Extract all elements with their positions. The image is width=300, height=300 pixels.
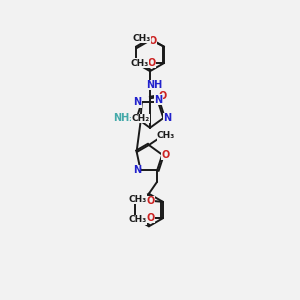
Text: CH₃: CH₃ — [129, 215, 147, 224]
Text: CH₃: CH₃ — [132, 34, 151, 43]
Text: NH₂: NH₂ — [113, 113, 133, 123]
Text: O: O — [161, 150, 170, 160]
Text: CH₃: CH₃ — [129, 195, 147, 204]
Text: O: O — [158, 91, 166, 101]
Text: CH₃: CH₃ — [130, 58, 148, 68]
Text: O: O — [146, 196, 155, 206]
Text: O: O — [148, 58, 156, 68]
Text: O: O — [149, 36, 157, 46]
Text: N: N — [133, 165, 141, 176]
Text: CH₃: CH₃ — [157, 131, 175, 140]
Text: NH: NH — [146, 80, 163, 90]
Text: N: N — [154, 95, 162, 105]
Text: N: N — [164, 113, 172, 123]
Text: O: O — [146, 213, 155, 223]
Text: N: N — [134, 98, 142, 107]
Text: CH₂: CH₂ — [131, 114, 150, 123]
